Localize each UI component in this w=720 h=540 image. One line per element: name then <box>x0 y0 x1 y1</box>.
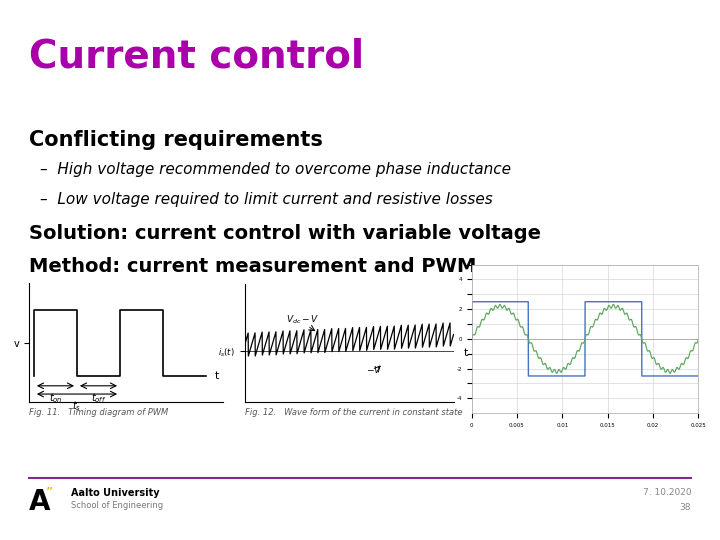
Text: $t_s$: $t_s$ <box>73 399 81 413</box>
Text: –  Low voltage required to limit current and resistive losses: – Low voltage required to limit current … <box>40 192 492 207</box>
Text: Fig. 12.   Wave form of the current in constant state: Fig. 12. Wave form of the current in con… <box>245 408 462 417</box>
Text: Fig. 11.   Timing diagram of PWM: Fig. 11. Timing diagram of PWM <box>29 408 168 417</box>
Text: School of Engineering: School of Engineering <box>71 501 163 510</box>
Text: t: t <box>215 371 219 381</box>
Text: $V_{dc}-V$: $V_{dc}-V$ <box>287 314 320 326</box>
Text: $t_{off}$: $t_{off}$ <box>91 391 107 404</box>
Text: –  High voltage recommended to overcome phase inductance: – High voltage recommended to overcome p… <box>40 162 510 177</box>
Text: 38: 38 <box>680 503 691 512</box>
Text: ”: ” <box>45 486 53 500</box>
Text: $-V$: $-V$ <box>366 364 382 375</box>
Text: Conflicting requirements: Conflicting requirements <box>29 130 323 150</box>
Text: 7. 10.2020: 7. 10.2020 <box>642 488 691 497</box>
Text: Current control: Current control <box>29 38 364 76</box>
Text: Method: current measurement and PWM: Method: current measurement and PWM <box>29 256 476 275</box>
Text: Aalto University: Aalto University <box>71 488 159 498</box>
Text: A: A <box>29 488 50 516</box>
Text: Solution: current control with variable voltage: Solution: current control with variable … <box>29 224 541 243</box>
Text: t: t <box>464 348 469 358</box>
Text: $t_{on}$: $t_{on}$ <box>48 391 63 404</box>
